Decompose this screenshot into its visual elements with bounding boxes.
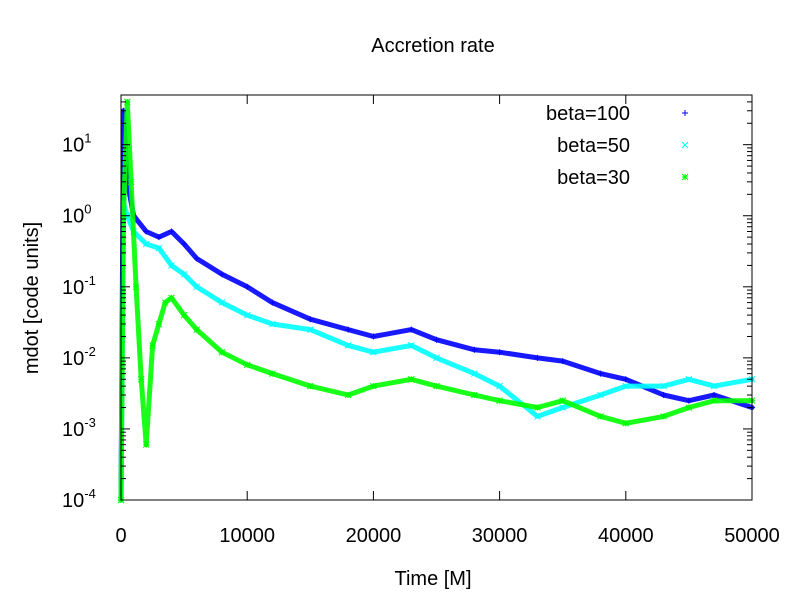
data-point-beta=100-20 [559, 358, 566, 365]
data-point-beta=30-20 [433, 382, 440, 390]
data-point-beta=30-2 [123, 98, 131, 106]
data-point-beta=50-14 [370, 348, 377, 356]
axes: 0 10000 20000 30000 40000 50000 10-4 10-3 10-2 10… [62, 94, 780, 547]
x-axis-label: Time [M] [394, 568, 471, 590]
series-beta=30 [117, 98, 756, 504]
data-point-beta=100-7 [181, 241, 188, 248]
data-point-beta=100-5 [155, 234, 162, 241]
y-tick-label-4: 100 [62, 202, 91, 228]
data-point-beta=50-11 [269, 320, 276, 328]
data-point-beta=100-14 [370, 333, 377, 340]
legend-label-beta=30: beta=30 [557, 167, 630, 189]
data-point-beta=50-18 [496, 382, 503, 390]
data-point-beta=30-8 [155, 320, 163, 328]
x-tick-label-4: 40000 [598, 525, 654, 547]
data-point-beta=100-25 [711, 392, 718, 399]
legend-label-beta=100: beta=100 [546, 103, 630, 125]
data-point-beta=50-8 [193, 283, 201, 291]
data-point-beta=100-17 [471, 346, 478, 353]
data-point-beta=100-18 [496, 349, 503, 356]
data-point-beta=100-10 [244, 283, 251, 290]
data-point-beta=30-25 [597, 413, 604, 420]
data-point-beta=100-22 [622, 376, 629, 383]
data-point-beta=100-4 [143, 228, 150, 235]
data-point-beta=50-13 [344, 342, 352, 349]
data-point-beta=100-11 [269, 299, 276, 306]
data-point-beta=30-28 [685, 404, 693, 411]
data-point-beta=50-23 [660, 382, 668, 390]
data-point-beta=100-24 [685, 397, 692, 404]
data-point-beta=30-10 [168, 294, 175, 302]
data-point-beta=30-15 [269, 370, 276, 377]
x-tick-label-5: 50000 [724, 525, 780, 547]
data-point-beta=30-12 [193, 326, 201, 333]
data-point-beta=50-22 [622, 382, 630, 390]
legend: beta=100 beta=50 beta=30 [546, 103, 689, 189]
data-point-beta=30-6 [142, 441, 150, 449]
data-point-beta=30-19 [407, 375, 415, 383]
legend-marker-beta=50 [681, 141, 689, 149]
plot-area [117, 98, 756, 504]
data-point-beta=30-11 [180, 311, 188, 319]
data-point-beta=50-17 [471, 370, 478, 377]
data-point-beta=50-4 [142, 240, 150, 248]
data-point-beta=30-13 [218, 348, 226, 356]
chart-title: Accretion rate [371, 35, 494, 57]
data-point-beta=30-27 [660, 413, 668, 420]
data-point-beta=30-17 [344, 391, 352, 399]
data-point-beta=30-23 [534, 404, 541, 411]
data-point-beta=100-9 [218, 271, 225, 278]
legend-label-beta=50: beta=50 [557, 135, 630, 157]
y-axis-label: mdot [code units] [21, 222, 43, 374]
data-point-beta=30-9 [161, 299, 169, 306]
data-point-beta=100-6 [168, 228, 175, 235]
data-point-beta=50-20 [559, 404, 567, 411]
data-point-beta=100-19 [534, 354, 541, 361]
data-point-beta=30-29 [710, 397, 718, 405]
legend-marker-beta=100 [682, 110, 688, 116]
legend-marker-beta=30 [681, 173, 689, 181]
data-point-beta=50-6 [168, 262, 175, 269]
data-point-beta=50-15 [407, 342, 415, 349]
data-point-beta=50-19 [534, 413, 541, 420]
data-point-beta=50-21 [597, 391, 604, 399]
data-point-beta=100-12 [307, 316, 314, 323]
data-point-beta=30-14 [243, 361, 251, 369]
data-point-beta=50-16 [433, 354, 440, 362]
x-tick-label-3: 30000 [472, 525, 528, 547]
data-point-beta=30-7 [149, 342, 156, 349]
y-tick-label-0: 10-4 [62, 486, 96, 512]
data-point-beta=30-18 [370, 382, 377, 390]
y-tick-label-1: 10-3 [62, 415, 96, 441]
data-point-beta=30-4 [132, 283, 140, 291]
data-point-beta=50-25 [710, 382, 718, 390]
data-point-beta=30-22 [496, 397, 503, 405]
x-tick-label-2: 20000 [346, 525, 402, 547]
data-point-beta=30-26 [622, 419, 630, 427]
data-point-beta=100-16 [433, 336, 440, 343]
data-point-beta=50-24 [685, 375, 693, 383]
y-tick-label-2: 10-2 [62, 344, 96, 370]
data-point-beta=100-8 [193, 255, 200, 262]
data-point-beta=50-10 [243, 311, 251, 319]
data-point-beta=50-7 [180, 270, 188, 278]
x-tick-label-0: 0 [115, 525, 126, 547]
data-point-beta=30-3 [127, 178, 135, 186]
data-point-beta=50-12 [306, 326, 314, 333]
data-point-beta=50-9 [218, 299, 226, 306]
y-tick-label-5: 101 [62, 131, 91, 157]
data-point-beta=100-21 [597, 370, 604, 377]
data-point-beta=100-15 [408, 326, 415, 333]
y-tick-label-3: 10-1 [62, 273, 96, 299]
data-point-beta=100-23 [660, 392, 667, 399]
data-point-beta=50-5 [155, 244, 163, 252]
data-point-beta=30-5 [137, 375, 145, 383]
data-point-beta=30-16 [306, 382, 314, 390]
x-tick-label-1: 10000 [219, 525, 275, 547]
data-point-beta=30-24 [559, 397, 567, 405]
data-point-beta=30-21 [471, 391, 478, 399]
data-point-beta=100-13 [345, 326, 352, 333]
